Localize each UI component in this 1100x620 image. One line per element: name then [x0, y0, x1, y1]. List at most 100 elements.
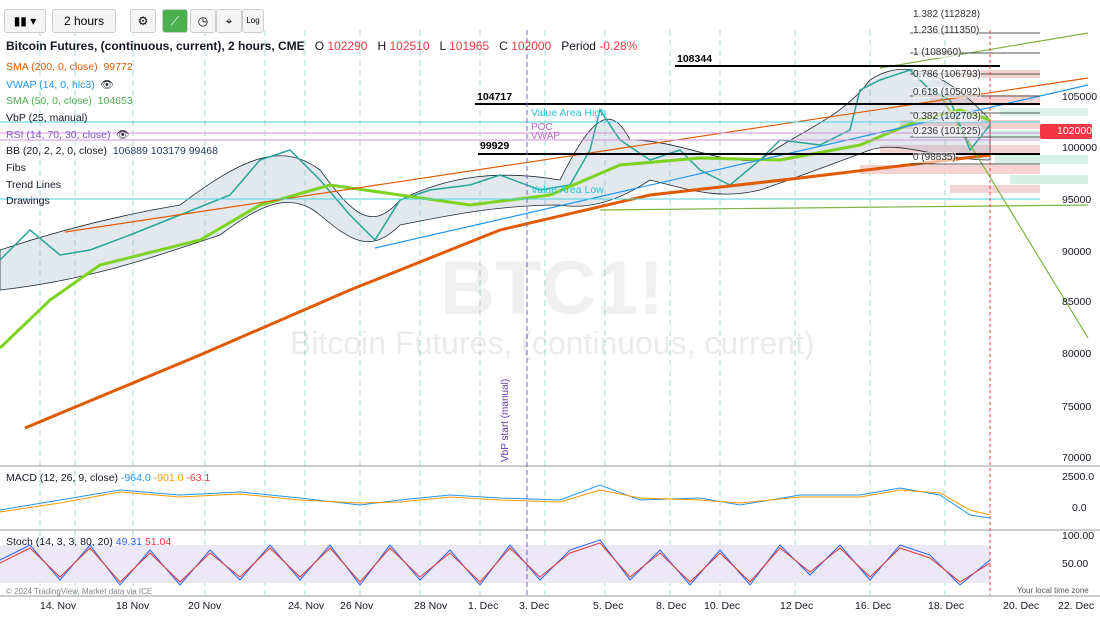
stoch-k-value: 49.31	[115, 536, 143, 548]
settings-button[interactable]: ⚙	[130, 9, 156, 33]
pane-separators	[0, 465, 1100, 597]
level-label: 99929	[480, 140, 510, 152]
price-tick: 100000	[1062, 142, 1098, 154]
indicator-values: 99772	[103, 61, 133, 73]
macd-hist-value: -63.1	[186, 472, 211, 484]
open: 102290	[327, 39, 368, 53]
indicator[interactable]: Drawings	[6, 195, 50, 207]
macd-line	[0, 484, 991, 519]
stoch-name: Stoch (14, 3, 3, 80, 20)	[6, 536, 113, 548]
indicator[interactable]: Fibs	[6, 162, 26, 174]
indicator-name: SMA (200, 0, close)	[6, 61, 98, 73]
close: 102000	[511, 39, 552, 53]
date-tick: 3. Dec	[519, 600, 550, 612]
fib-label: 0.382 (102703)	[913, 111, 981, 122]
current-price: 102000	[1057, 125, 1093, 137]
volume-profile-green	[990, 108, 1088, 184]
indicator-name: RSI (14, 70, 30, close)	[6, 129, 111, 141]
fib-label: 0.236 (101225)	[913, 126, 981, 137]
price-tick: 85000	[1062, 296, 1092, 308]
fib-label: 0.618 (105092)	[913, 87, 981, 98]
legend-row: Bitcoin Futures, (continuous, current), …	[6, 39, 637, 53]
date-tick: 28 Nov	[414, 600, 448, 612]
bollinger-bands	[0, 68, 991, 291]
low-label: L	[439, 39, 446, 53]
date-tick: 14. Nov	[40, 600, 77, 612]
indicator-name: BB (20, 2, 2, 0, close)	[6, 145, 107, 157]
timezone[interactable]: Your local time zone	[1017, 586, 1089, 595]
indicator-name: VWAP (14, 0, hlc3)	[6, 79, 95, 91]
indicator[interactable]: SMA (200, 0, close) 99772	[6, 61, 133, 73]
copyright: © 2024 TradingView, Market data via ICE	[6, 587, 153, 596]
indicator-name: Drawings	[6, 195, 50, 207]
date-tick: 20 Nov	[188, 600, 222, 612]
date-tick: 26 Nov	[340, 600, 374, 612]
indicator-values: 106889 103179 99468	[112, 145, 218, 157]
fib-label: 1.236 (111350)	[913, 25, 980, 36]
date-tick: 10. Dec	[704, 600, 741, 612]
horizontal-lines	[0, 121, 1040, 200]
date-tick: 1. Dec	[468, 600, 499, 612]
price-tick: 95000	[1062, 194, 1092, 206]
clock-button[interactable]: ◷	[190, 9, 216, 33]
indicator[interactable]: SMA (50, 0, close) 104653	[6, 95, 133, 107]
price-tick: 90000	[1062, 246, 1092, 258]
indicator[interactable]: Trend Lines	[6, 179, 61, 191]
watermark-symbol: BTC1!	[440, 246, 664, 331]
indicator[interactable]: VbP (25, manual)	[6, 112, 88, 124]
date-tick: 8. Dec	[656, 600, 687, 612]
fib-label: 0.786 (106793)	[913, 69, 981, 80]
grid	[39, 30, 946, 595]
stoch-tick: 100.00	[1062, 530, 1095, 542]
stoch-legend: Stoch (14, 3, 3, 80, 20) 49.31 51.04	[6, 536, 171, 548]
stoch-band	[0, 545, 990, 583]
date-tick: 20. Dec	[1003, 600, 1040, 612]
date-tick: 16. Dec	[855, 600, 892, 612]
low: 101965	[449, 39, 490, 53]
indicator-name: Trend Lines	[6, 179, 62, 191]
symbol: Bitcoin Futures, (continuous, current), …	[6, 39, 305, 53]
date-tick: 18 Nov	[116, 600, 150, 612]
stoch-d	[0, 542, 991, 583]
fib-label: 1 (108960)	[913, 47, 962, 58]
log-button[interactable]: Log	[242, 9, 264, 33]
draw-button[interactable]: ⌖	[216, 9, 242, 33]
replay-button[interactable]: ⟋	[162, 9, 188, 33]
interval-button[interactable]: 2 hours	[52, 9, 116, 33]
high-label: H	[377, 39, 387, 53]
period-label: Period	[561, 39, 596, 53]
macd-signal	[0, 489, 991, 516]
date-tick: 18. Dec	[928, 600, 965, 612]
vbp-label: POC	[531, 122, 553, 133]
chart-type-button[interactable]: ▮▮ ▾	[4, 9, 46, 33]
price-tick: 105000	[1062, 91, 1098, 103]
sma-200-line	[24, 153, 991, 430]
price-candles	[0, 69, 991, 261]
price-tick: 75000	[1062, 401, 1092, 413]
macd-value: -964.0	[120, 472, 151, 484]
indicator-name: SMA (50, 0, close)	[6, 95, 92, 107]
indicator-values: 104653	[97, 95, 133, 107]
trend-line	[599, 204, 1089, 211]
current-price-badge	[1040, 124, 1092, 139]
macd-tick: 0.0	[1072, 502, 1087, 514]
period: -0.28%	[599, 39, 638, 53]
level-label: 108344	[677, 53, 713, 65]
price-tick: 80000	[1062, 348, 1092, 360]
macd-signal-value: -901.0	[153, 472, 184, 484]
macd-tick: 2500.0	[1062, 471, 1095, 483]
date-tick: 5. Dec	[593, 600, 624, 612]
fib-label: 0 (98835)	[913, 152, 956, 163]
high: 102510	[389, 39, 430, 53]
trend-line	[879, 32, 1089, 69]
fib-label: 1.382 (112828)	[913, 9, 981, 20]
vbp-start-label: VbP start (manual)	[500, 378, 511, 462]
indicator[interactable]: BB (20, 2, 2, 0, close) 106889 103179 99…	[6, 145, 218, 157]
date-tick: 12 Dec	[780, 600, 814, 612]
indicator[interactable]: RSI (14, 70, 30, close) 👁	[6, 129, 130, 141]
close-label: C	[499, 39, 508, 53]
vbp-label: VWAP	[531, 131, 561, 142]
indicator[interactable]: VWAP (14, 0, hlc3) 👁	[6, 79, 114, 91]
